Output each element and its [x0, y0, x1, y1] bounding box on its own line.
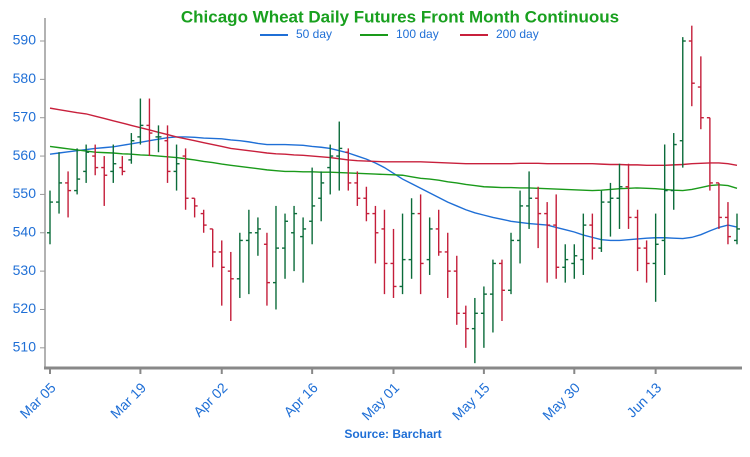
x-tick-label: Apr 02	[190, 379, 231, 420]
x-tick-label: May 30	[539, 379, 583, 423]
y-tick-label: 550	[13, 185, 37, 201]
ma-line	[49, 136, 738, 242]
x-tick-label: Jun 13	[623, 379, 664, 420]
ma-line	[49, 145, 738, 192]
x-tick-label: Apr 16	[280, 379, 321, 420]
y-tick-label: 530	[13, 262, 37, 278]
x-tick-label: Mar 19	[107, 379, 149, 421]
y-tick-label: 590	[13, 32, 37, 48]
source: Source: Barchart	[344, 427, 441, 441]
y-tick-label: 580	[13, 70, 37, 86]
y-tick-label: 570	[13, 108, 37, 124]
x-tick-label: Mar 05	[17, 379, 59, 421]
ma-line	[49, 107, 738, 166]
chart-title: Chicago Wheat Daily Futures Front Month …	[181, 7, 619, 26]
y-tick-label: 560	[13, 147, 37, 163]
y-tick-label: 520	[13, 300, 37, 316]
x-tick-label: May 01	[358, 379, 402, 423]
y-tick-label: 510	[13, 339, 37, 355]
y-tick-label: 540	[13, 223, 37, 239]
legend-label: 50 day	[296, 27, 332, 41]
x-tick-label: May 15	[449, 379, 493, 423]
legend-label: 100 day	[396, 27, 439, 41]
legend-label: 200 day	[496, 27, 539, 41]
